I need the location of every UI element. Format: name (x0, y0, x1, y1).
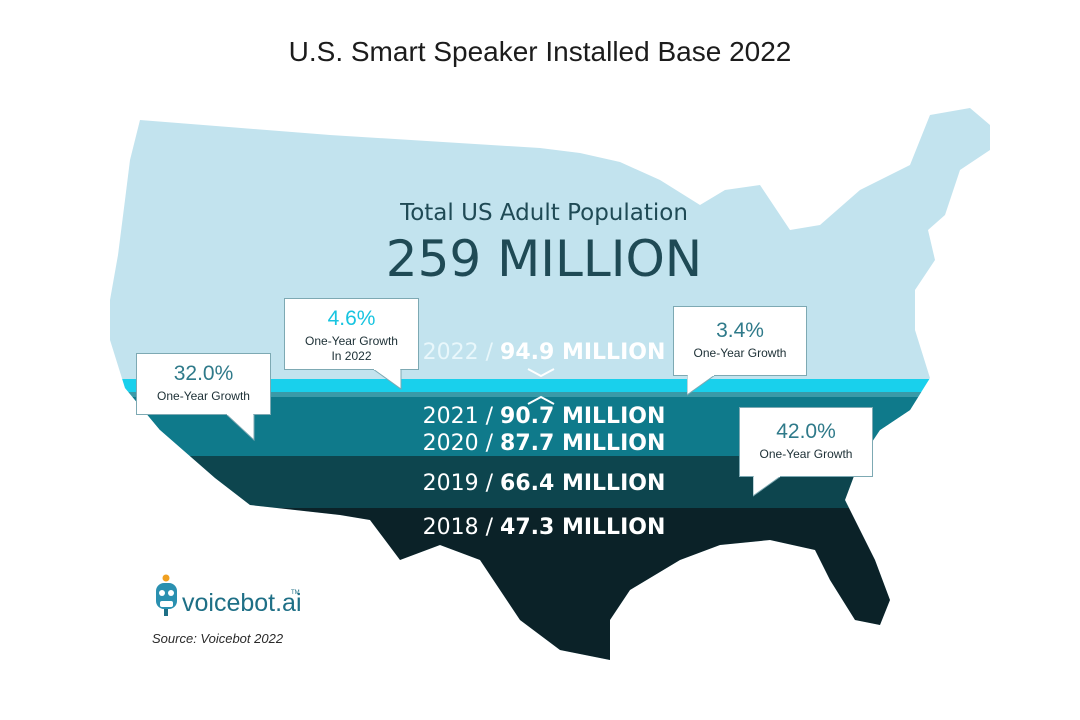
growth-callout-4-6: 4.6% One-Year Growth In 2022 (284, 298, 419, 370)
year-label-2021: 2021 / 90.7 MILLION (422, 404, 666, 429)
year-2018: 2018 (422, 515, 479, 540)
population-label: Total US Adult Population (400, 200, 688, 226)
population-value: 259 MILLION (385, 230, 703, 288)
callout-tail-32 (226, 414, 255, 442)
voicebot-logo: voicebot.ai (182, 589, 302, 617)
source-note: Source: Voicebot 2022 (152, 631, 284, 646)
value-2018: 47.3 MILLION (500, 515, 666, 540)
year-label-2019: 2019 / 66.4 MILLION (422, 471, 666, 496)
value-2021: 90.7 MILLION (500, 404, 666, 429)
year-2022: 2022 (422, 340, 479, 365)
growth-value-3-4: 3.4% (716, 319, 764, 342)
year-label-2020: 2020 / 87.7 MILLION (422, 431, 666, 456)
growth-value-4-6: 4.6% (327, 307, 376, 330)
callout-tail-42 (753, 476, 782, 497)
year-2021: 2021 (422, 404, 479, 429)
chart-title: U.S. Smart Speaker Installed Base 2022 (288, 36, 792, 67)
voicebot-logo-tm: TM (291, 590, 300, 596)
installed-base-bands (110, 379, 990, 660)
year-2019: 2019 (422, 471, 479, 496)
arrow-up-2021 (527, 395, 555, 405)
growth-callout-32: 32.0% One-Year Growth (136, 353, 271, 415)
value-2022: 94.9 MILLION (500, 340, 666, 365)
growth-value-32: 32.0% (173, 362, 234, 385)
arrow-down-2022 (527, 368, 555, 378)
year-label-2022: 2022 / 94.9 MILLION (422, 340, 666, 365)
growth-value-42: 42.0% (776, 420, 836, 443)
year-2020: 2020 (422, 431, 479, 456)
growth-caption-4-6: One-Year Growth (305, 334, 398, 348)
growth-callout-3-4: 3.4% One-Year Growth (673, 306, 807, 376)
band-separator (110, 392, 990, 397)
value-2019: 66.4 MILLION (500, 471, 666, 496)
callout-tail-3-4 (687, 375, 716, 396)
growth-caption-42: One-Year Growth (759, 447, 853, 461)
growth-caption-32: One-Year Growth (157, 389, 250, 403)
value-2020: 87.7 MILLION (500, 431, 666, 456)
callout-tail-4-6 (373, 369, 402, 390)
year-label-2018: 2018 / 47.3 MILLION (422, 515, 666, 540)
band-arrows (527, 368, 555, 405)
growth-caption-3-4: One-Year Growth (693, 346, 787, 360)
growth-caption-4-6-line2: In 2022 (331, 349, 372, 363)
voicebot-logo-icon (156, 574, 177, 616)
growth-callout-42: 42.0% One-Year Growth (739, 407, 873, 477)
